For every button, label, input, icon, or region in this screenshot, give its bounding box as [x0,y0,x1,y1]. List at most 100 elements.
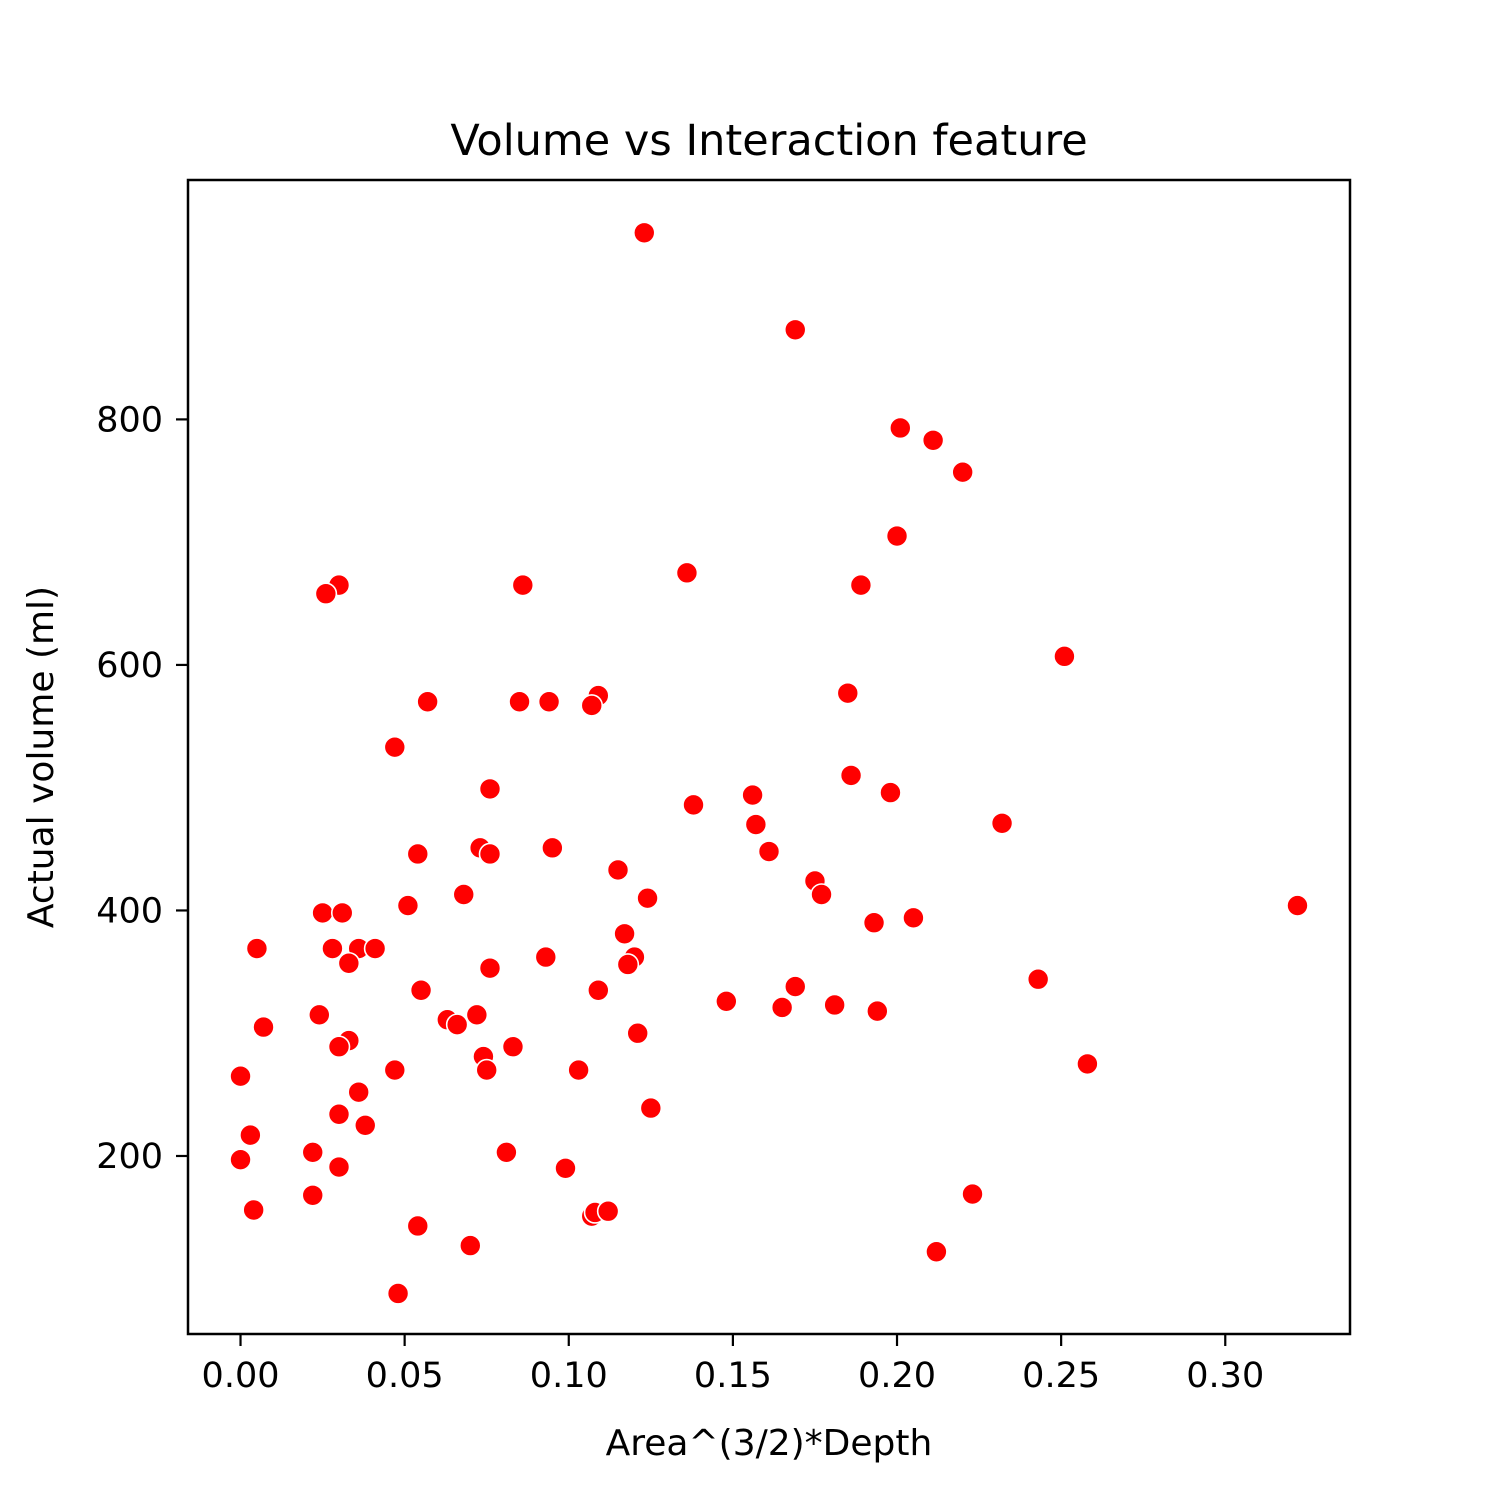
data-point [242,1198,265,1222]
data-points [229,221,1309,1305]
x-tick-label: 0.25 [1022,1356,1100,1396]
data-point [511,573,535,597]
data-point [321,937,344,960]
data-point [508,690,531,714]
data-point [783,318,807,342]
data-point [921,428,945,452]
data-point [810,883,833,906]
data-point [744,813,768,836]
x-tick-label: 0.30 [1186,1356,1264,1396]
data-point [396,894,420,917]
x-tick-label: 0.05 [366,1356,444,1396]
data-point [1076,1052,1099,1076]
data-point [587,978,610,1002]
data-point [682,793,705,817]
data-point [1026,967,1050,991]
plot-frame [186,178,1352,1336]
data-point [839,764,863,787]
data-point [330,901,354,925]
y-axis-label: Actual volume (ml) [21,586,62,928]
data-point [452,883,476,906]
data-point [888,416,912,440]
data-point [626,1021,650,1045]
data-point [537,690,561,714]
data-point [353,1113,377,1137]
data-point [478,956,502,980]
data-point [879,781,902,804]
data-point [1286,894,1309,917]
data-point [327,1035,351,1059]
y-tick-label: 600 [96,646,163,686]
chart-title: Volume vs Interaction feature [450,116,1087,166]
data-point [849,573,873,597]
y-tick-label: 400 [96,891,163,931]
data-point [606,858,630,882]
data-point [229,1148,252,1171]
data-point [475,1058,499,1082]
data-point [961,1182,984,1206]
data-point [458,1234,482,1257]
data-point [567,1058,590,1082]
data-point [314,582,338,606]
data-point [301,1183,325,1207]
data-point [783,975,807,998]
data-point [902,906,925,930]
data-point [757,840,781,863]
x-tick-label: 0.10 [530,1356,608,1396]
data-point [495,1141,518,1164]
data-point [229,1064,252,1088]
data-point [632,221,656,245]
data-point [554,1156,577,1180]
data-point [445,1013,469,1036]
data-point [616,953,640,976]
data-point [337,951,361,975]
data-point [406,842,430,866]
data-point [363,937,387,960]
data-point [613,922,636,946]
data-point [478,777,502,801]
data-point [715,990,738,1013]
data-point [383,1058,407,1082]
x-tick-label: 0.15 [694,1356,772,1396]
data-point [534,945,558,969]
data-point [239,1123,262,1147]
data-point [301,1141,325,1164]
data-point [311,901,334,925]
data-point [406,1214,430,1238]
data-point [245,937,269,960]
y-tick-label: 200 [96,1137,163,1177]
data-point [925,1240,948,1264]
data-point [862,911,886,935]
data-point [675,561,699,585]
data-point [327,1102,351,1126]
data-point [836,681,860,705]
x-tick-label: 0.00 [202,1356,280,1396]
data-point [885,524,909,548]
data-point [580,694,604,717]
data-point [416,690,439,714]
data-point [347,1080,370,1104]
data-point [770,996,794,1019]
data-point [386,1282,410,1305]
data-point [383,735,407,759]
data-point [823,993,846,1017]
data-point [636,886,659,910]
data-point [596,1199,620,1223]
data-point [307,1003,331,1027]
data-point [951,460,974,484]
y-axis-ticks: 200 400 600 800 [96,400,188,1177]
data-point [465,1003,489,1027]
x-axis-label: Area^(3/2)*Depth [606,1423,933,1464]
data-point [409,978,433,1002]
data-point [866,999,889,1023]
data-point [501,1035,525,1059]
data-point [327,1155,351,1179]
data-point [478,842,502,866]
data-point [1053,645,1076,668]
data-point [990,811,1014,835]
data-point [252,1015,275,1039]
data-point [639,1096,663,1120]
